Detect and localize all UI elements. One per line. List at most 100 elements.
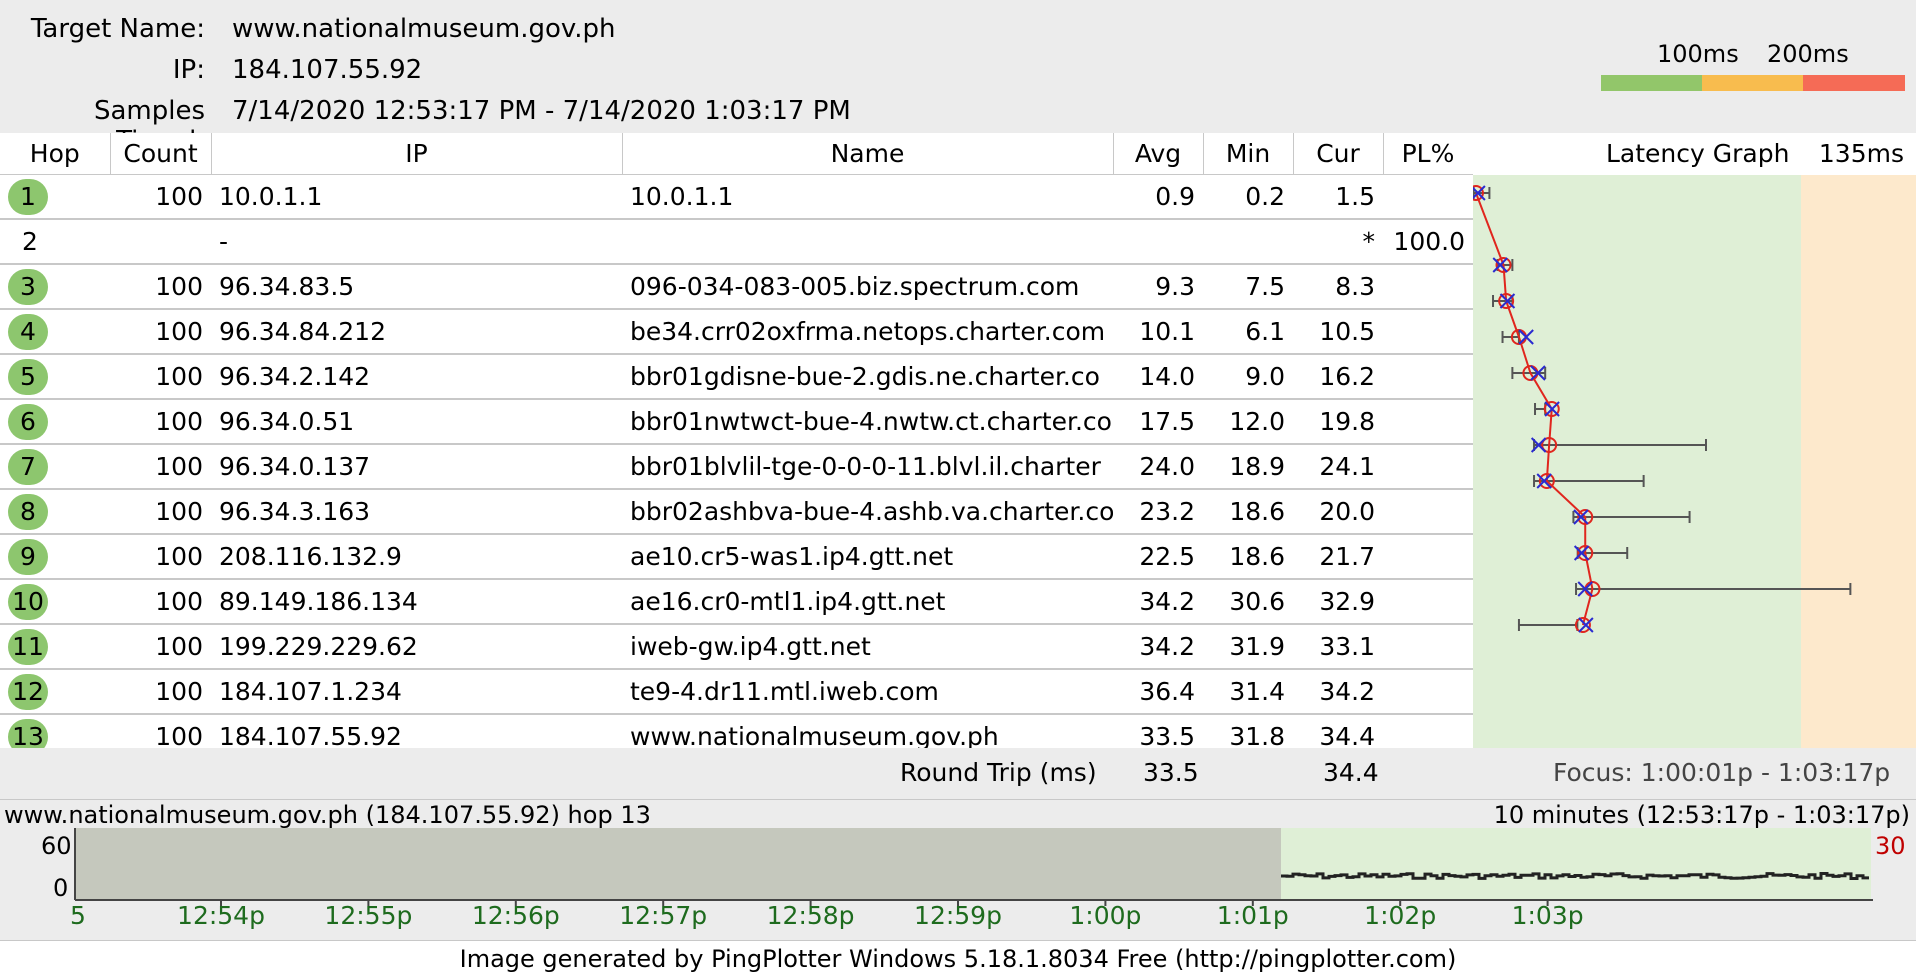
pl-cell: [1383, 534, 1473, 580]
hop-cell: 12: [0, 669, 110, 715]
col-hop[interactable]: Hop: [0, 133, 111, 175]
hop-badge: 3: [8, 268, 48, 305]
legend-green-bar: [1601, 75, 1702, 91]
count-cell: 100: [110, 624, 211, 670]
timeline-chart[interactable]: 60 0 30 5 12:54p 12:55p 12:56p 12:57p 12:58p…: [0, 826, 1916, 938]
ip-cell: 96.34.3.163: [211, 489, 622, 535]
count-cell: 100: [110, 354, 211, 400]
pl-cell: [1383, 489, 1473, 535]
timeline-tick-label: 12:56p: [471, 901, 560, 930]
col-min[interactable]: Min: [1203, 133, 1294, 175]
count-cell: 100: [110, 489, 211, 535]
timeline-title: www.nationalmuseum.gov.ph (184.107.55.92…: [4, 801, 651, 829]
col-count[interactable]: Count: [110, 133, 212, 175]
latency-graph[interactable]: [1467, 175, 1916, 748]
graph-green-zone: [1473, 175, 1801, 748]
count-cell: [110, 219, 211, 265]
timeline-tick-label: 1:01p: [1216, 901, 1289, 930]
table-row[interactable]: 9 100 208.116.132.9 ae10.cr5-was1.ip4.gtt.n…: [0, 534, 1473, 580]
hop-cell: 5: [0, 354, 110, 400]
col-avg[interactable]: Avg: [1113, 133, 1204, 175]
ip-cell: 96.34.2.142: [211, 354, 622, 400]
table-row[interactable]: 8 100 96.34.3.163 bbr02ashbva-bue-4.ashb.va…: [0, 489, 1473, 535]
min-cell: 18.9: [1203, 444, 1293, 490]
min-cell: 9.0: [1203, 354, 1293, 400]
latency-graph-scale: 135ms: [1818, 139, 1904, 168]
name-cell: [622, 219, 1113, 265]
timeline-y-bottom: 0: [53, 874, 69, 902]
timeline-tick-label: 1:00p: [1069, 901, 1142, 930]
table-row[interactable]: 3 100 96.34.83.5 096-034-083-005.biz.spectr…: [0, 264, 1473, 310]
cur-cell: 8.3: [1293, 264, 1383, 310]
ip-cell: -: [211, 219, 622, 265]
name-cell: bbr01nwtwct-bue-4.nwtw.ct.charter.co: [622, 399, 1113, 445]
min-cell: 31.9: [1203, 624, 1293, 670]
count-cell: 100: [110, 534, 211, 580]
name-cell: te9-4.dr11.mtl.iweb.com: [622, 669, 1113, 715]
col-pl[interactable]: PL%: [1383, 133, 1474, 175]
min-cell: 18.6: [1203, 489, 1293, 535]
hop-cell: 11: [0, 624, 110, 670]
footer-text: Image generated by PingPlotter Windows 5…: [0, 940, 1916, 977]
name-cell: 096-034-083-005.biz.spectrum.com: [622, 264, 1113, 310]
avg-cell: [1113, 219, 1203, 265]
round-trip-avg: 33.5: [1143, 758, 1199, 787]
timeline-first-tick: 5: [70, 901, 86, 930]
cur-cell: 34.2: [1293, 669, 1383, 715]
ip-cell: 208.116.132.9: [211, 534, 622, 580]
latency-cur-marker: [1578, 617, 1594, 633]
table-row[interactable]: 5 100 96.34.2.142 bbr01gdisne-bue-2.gdis.ne…: [0, 354, 1473, 400]
latency-graph-svg: [1467, 175, 1916, 748]
latency-avg-marker: [1577, 509, 1594, 525]
pl-cell: [1383, 174, 1473, 220]
hop-badge: 9: [8, 538, 48, 575]
focus-range[interactable]: Focus: 1:00:01p - 1:03:17p: [1553, 758, 1891, 787]
cur-cell: 19.8: [1293, 399, 1383, 445]
latency-avg-marker: [1495, 257, 1512, 273]
table-row[interactable]: 12 100 184.107.1.234 te9-4.dr11.mtl.iweb.co…: [0, 669, 1473, 715]
latency-cur-marker: [1530, 365, 1546, 381]
ip-cell: 96.34.84.212: [211, 309, 622, 355]
hop-cell: 2: [0, 219, 110, 265]
table-row[interactable]: 6 100 96.34.0.51 bbr01nwtwct-bue-4.nwtw.ct.…: [0, 399, 1473, 445]
timeline-tick-label: 12:55p: [324, 901, 413, 930]
hop-badge: 8: [8, 493, 48, 530]
min-cell: 12.0: [1203, 399, 1293, 445]
table-row[interactable]: 7 100 96.34.0.137 bbr01blvlil-tge-0-0-0-11.…: [0, 444, 1473, 490]
cur-cell: 32.9: [1293, 579, 1383, 625]
latency-graph-title: Latency Graph: [1606, 139, 1790, 168]
avg-cell: 14.0: [1113, 354, 1203, 400]
col-cur[interactable]: Cur: [1293, 133, 1384, 175]
hops-table: Hop Count IP Name Avg Min Cur PL% 1 100 10…: [0, 133, 1474, 760]
hop-cell: 9: [0, 534, 110, 580]
col-name[interactable]: Name: [622, 133, 1114, 175]
table-row[interactable]: 2 - * 100.0: [0, 219, 1473, 265]
cur-cell: 21.7: [1293, 534, 1383, 580]
cur-cell: 1.5: [1293, 174, 1383, 220]
latency-avg-marker: [1541, 437, 1558, 453]
latency-cur-marker: [1577, 581, 1593, 597]
hop-badge: 11: [8, 628, 48, 665]
timeline-svg: [74, 828, 1873, 906]
min-cell: 30.6: [1203, 579, 1293, 625]
latency-cur-marker: [1530, 437, 1547, 453]
legend-orange-bar: [1702, 75, 1803, 91]
table-row[interactable]: 10 100 89.149.186.134 ae16.cr0-mtl1.ip4.gtt…: [0, 579, 1473, 625]
table-row[interactable]: 11 100 199.229.229.62 iweb-gw.ip4.gtt.net 34…: [0, 624, 1473, 670]
col-ip[interactable]: IP: [211, 133, 623, 175]
count-cell: 100: [110, 669, 211, 715]
table-row[interactable]: 4 100 96.34.84.212 be34.crr02oxfrma.netops.…: [0, 309, 1473, 355]
name-cell: 10.0.1.1: [622, 174, 1113, 220]
ip-cell: 96.34.0.137: [211, 444, 622, 490]
table-row[interactable]: 1 100 10.0.1.1 10.0.1.1 0.9 0.2 1.5: [0, 174, 1473, 220]
name-cell: bbr02ashbva-bue-4.ashb.va.charter.co: [622, 489, 1113, 535]
latency-cur-marker: [1470, 185, 1486, 201]
target-name-value: www.nationalmuseum.gov.ph: [232, 14, 616, 44]
avg-cell: 36.4: [1113, 669, 1203, 715]
avg-cell: 23.2: [1113, 489, 1203, 535]
hop-badge: 10: [8, 583, 48, 620]
timeline-latency-line: [1281, 872, 1869, 880]
min-cell: 18.6: [1203, 534, 1293, 580]
min-cell: 6.1: [1203, 309, 1293, 355]
timeline-right-value: 30: [1875, 832, 1906, 860]
